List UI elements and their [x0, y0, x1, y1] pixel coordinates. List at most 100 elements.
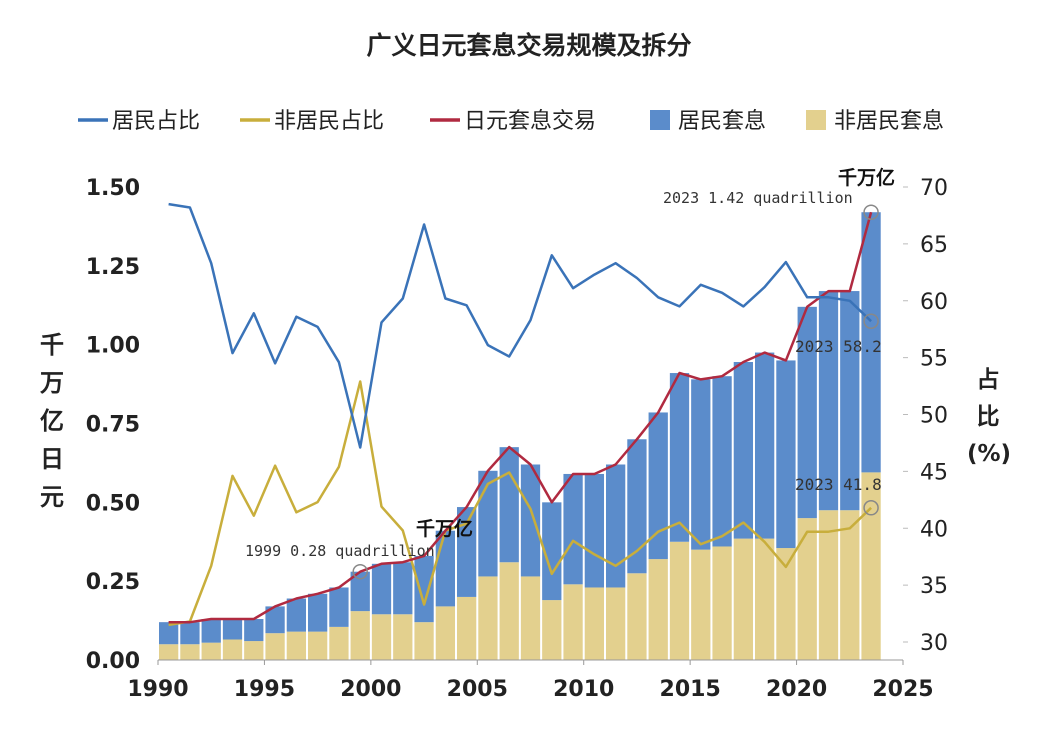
- bar-resident-2017: [733, 362, 753, 539]
- bar-nonresident-1995: [265, 633, 285, 660]
- y-left-tick-label: 1.00: [86, 334, 140, 359]
- bar-nonresident-2007: [520, 576, 541, 660]
- bar-resident-1994: [244, 619, 264, 642]
- legend-label: 居民占比: [112, 109, 200, 134]
- bar-nonresident-1997: [308, 631, 328, 660]
- y-left-label-box: 千万亿日元: [40, 331, 64, 511]
- bar-resident-2006: [499, 447, 519, 563]
- bar-resident-2018: [755, 352, 775, 539]
- line-居民占比: [168, 202, 872, 449]
- bar-nonresident-2010: [584, 587, 604, 660]
- y-left-tick-label: 1.50: [86, 176, 140, 201]
- bar-nonresident-2016: [712, 546, 732, 660]
- bar-nonresident-2006: [499, 562, 519, 660]
- y-right-tick-label: 55: [920, 347, 948, 372]
- bar-resident-1997: [308, 593, 328, 632]
- bar-nonresident-2001: [393, 614, 413, 660]
- bar-resident-1993: [222, 619, 243, 640]
- line-日元套息交易: [168, 211, 873, 624]
- bar-nonresident-2011: [606, 587, 626, 660]
- y-right-tick-label: 50: [920, 404, 948, 429]
- bar-resident-2001: [393, 562, 413, 615]
- y-right-tick-label: 35: [920, 574, 948, 599]
- bar-resident-2011: [606, 464, 626, 588]
- bar-resident-2005: [478, 470, 498, 577]
- bar-nonresident-1992: [201, 642, 221, 660]
- legend-label: 非居民套息: [834, 109, 944, 134]
- bar-resident-2015: [691, 379, 711, 550]
- legend-label: 日元套息交易: [464, 109, 596, 134]
- bar-nonresident-2012: [627, 573, 647, 660]
- annotation-2023-nonresident: 2023 41.8: [795, 475, 882, 494]
- bar-nonresident-1994: [244, 641, 264, 660]
- bar-nonresident-2023: [861, 472, 881, 660]
- bar-nonresident-2005: [478, 576, 498, 660]
- y-right-tick-label: 40: [920, 517, 948, 542]
- bar-resident-2010: [584, 473, 604, 588]
- x-tick-label: 2010: [553, 677, 614, 702]
- y-right-tick-label: 60: [920, 290, 948, 315]
- marker-2023-nonresident: [863, 500, 879, 516]
- x-tick-label: 1995: [234, 677, 295, 702]
- y-right-tick-label: 65: [920, 233, 948, 258]
- bar-resident-2008: [542, 502, 562, 601]
- bar-resident-1996: [286, 598, 306, 632]
- annotation-unit: 千万亿: [838, 166, 895, 189]
- annotation-2023-total: 2023 1.42 quadrillion: [663, 189, 853, 207]
- bar-nonresident-2008: [542, 600, 562, 660]
- bar-resident-1995: [265, 606, 285, 634]
- bar-nonresident-2017: [733, 538, 753, 660]
- bar-nonresident-2003: [435, 606, 455, 660]
- y-left-tick-label: 0.50: [86, 491, 140, 516]
- annotation-2023-resident: 2023 58.2: [795, 337, 882, 356]
- bar-nonresident-2020: [797, 518, 817, 660]
- y-left-tick-label: 0.00: [86, 649, 140, 674]
- bar-resident-2023: [861, 212, 881, 473]
- y-left-tick-label: 1.25: [86, 255, 140, 280]
- legend-label: 非居民占比: [274, 109, 384, 134]
- legend: 居民占比 非居民占比 日元套息交易 居民套息 非居民套息: [78, 109, 944, 134]
- bar-resident-2014: [669, 373, 690, 542]
- legend-swatch: [650, 110, 670, 130]
- y-left-tick-label: 0.25: [86, 570, 140, 595]
- x-tick-label: 2015: [660, 677, 721, 702]
- bar-nonresident-2021: [818, 510, 839, 660]
- bars: [159, 212, 881, 660]
- bar-resident-1999: [350, 571, 370, 612]
- x-tick-label: 2000: [340, 677, 401, 702]
- bar-resident-1998: [329, 587, 349, 627]
- y-right-label-box: 占比(%): [967, 367, 1009, 467]
- y-right-tick-label: 45: [920, 460, 948, 485]
- bar-resident-2007: [520, 464, 541, 577]
- bar-nonresident-2022: [840, 510, 860, 660]
- bar-resident-2013: [648, 412, 668, 560]
- x-tick-label: 2005: [447, 677, 508, 702]
- bar-nonresident-2018: [755, 538, 775, 660]
- line-非居民占比: [168, 380, 872, 627]
- y-left-tick-label: 0.75: [86, 413, 140, 438]
- lines: [168, 202, 873, 627]
- bar-nonresident-2002: [414, 622, 434, 660]
- chart-title: 广义日元套息交易规模及拆分: [366, 31, 691, 60]
- y-right-tick-label: 70: [920, 176, 948, 201]
- bar-resident-2002: [414, 555, 434, 623]
- bar-resident-1992: [201, 619, 221, 643]
- y-right-tick-label: 30: [920, 631, 948, 656]
- y-right-label: 占比(%): [967, 367, 1009, 467]
- bar-resident-2004: [457, 507, 477, 597]
- bar-nonresident-1998: [329, 626, 349, 660]
- x-tick-label: 1990: [127, 677, 188, 702]
- bar-resident-2009: [563, 473, 583, 585]
- bar-nonresident-1993: [222, 639, 243, 660]
- bar-nonresident-2014: [669, 541, 690, 660]
- bar-resident-2022: [840, 291, 860, 511]
- bar-resident-2012: [627, 439, 647, 574]
- bar-nonresident-2019: [776, 548, 796, 660]
- bar-nonresident-2004: [457, 596, 477, 660]
- bar-resident-2020: [797, 306, 817, 519]
- annotation-unit: 千万亿: [416, 517, 473, 540]
- y-left-label: 千万亿日元: [40, 331, 64, 511]
- bar-resident-2021: [818, 291, 839, 511]
- x-tick-label: 2020: [766, 677, 827, 702]
